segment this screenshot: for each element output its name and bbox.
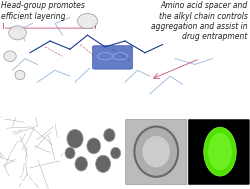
Text: 10 μm: 10 μm bbox=[76, 172, 93, 177]
Circle shape bbox=[75, 157, 88, 171]
Circle shape bbox=[87, 138, 101, 154]
Ellipse shape bbox=[204, 127, 236, 176]
Text: 2 μm: 2 μm bbox=[12, 172, 26, 177]
Text: Amino acid spacer and
the alkyl chain controls
aggregation and assist in
drug en: Amino acid spacer and the alkyl chain co… bbox=[151, 1, 248, 41]
Ellipse shape bbox=[208, 133, 232, 170]
Circle shape bbox=[104, 129, 115, 142]
Circle shape bbox=[65, 147, 75, 159]
FancyBboxPatch shape bbox=[188, 119, 250, 185]
Circle shape bbox=[134, 126, 178, 177]
Circle shape bbox=[142, 136, 170, 167]
Circle shape bbox=[67, 129, 83, 148]
Circle shape bbox=[110, 147, 120, 159]
Circle shape bbox=[96, 155, 110, 173]
Ellipse shape bbox=[15, 70, 25, 80]
FancyBboxPatch shape bbox=[126, 119, 187, 185]
Ellipse shape bbox=[4, 51, 16, 62]
Ellipse shape bbox=[9, 26, 26, 40]
FancyBboxPatch shape bbox=[92, 46, 132, 69]
Text: Head-group promotes
efficient layering: Head-group promotes efficient layering bbox=[1, 1, 85, 21]
Ellipse shape bbox=[78, 13, 98, 29]
